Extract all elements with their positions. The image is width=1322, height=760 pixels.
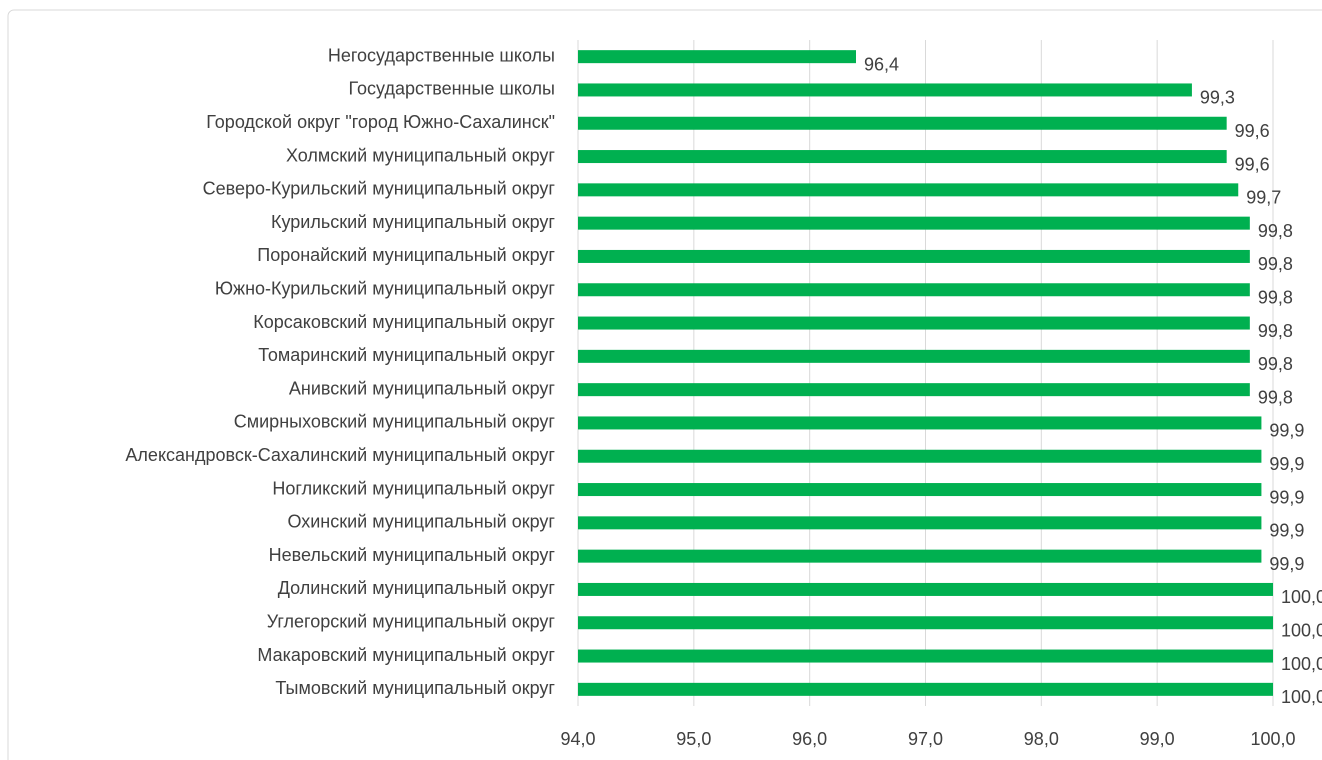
- value-label: 99,9: [1269, 454, 1304, 474]
- value-label: 100,0: [1281, 587, 1322, 607]
- bar: [578, 516, 1262, 530]
- value-label: 99,8: [1258, 254, 1293, 274]
- y-tick-label: Томаринский муниципальный округ: [258, 345, 555, 365]
- bar: [578, 649, 1273, 663]
- bar: [578, 449, 1262, 463]
- y-tick-label: Макаровский муниципальный округ: [257, 645, 555, 665]
- chart-frame: [7, 9, 1322, 760]
- value-label: 99,8: [1258, 387, 1293, 407]
- value-label: 99,8: [1258, 321, 1293, 341]
- bar: [578, 549, 1262, 563]
- value-label: 100,0: [1281, 654, 1322, 674]
- y-tick-label: Курильский муниципальный округ: [271, 212, 555, 232]
- value-label: 99,6: [1235, 121, 1270, 141]
- y-tick-label: Холмский муниципальный округ: [286, 145, 555, 165]
- y-tick-label: Охинский муниципальный округ: [287, 512, 555, 532]
- bar: [578, 682, 1273, 696]
- value-label: 96,4: [864, 54, 899, 74]
- y-tick-label: Ногликский муниципальный округ: [272, 478, 555, 498]
- bar: [578, 183, 1239, 197]
- y-tick-label: Александровск-Сахалинский муниципальный …: [125, 445, 555, 465]
- x-tick-label: 96,0: [792, 729, 827, 749]
- value-label: 100,0: [1281, 687, 1322, 707]
- value-label: 99,9: [1269, 487, 1304, 507]
- bar: [578, 316, 1250, 330]
- y-tick-label: Смирныховский муниципальный округ: [234, 412, 556, 432]
- bar: [578, 50, 856, 64]
- y-tick-label: Государственные школы: [349, 79, 556, 99]
- bar: [578, 116, 1227, 130]
- y-tick-label: Тымовский муниципальный округ: [275, 678, 555, 698]
- y-tick-label: Северо-Курильский муниципальный округ: [203, 179, 556, 199]
- bar: [578, 249, 1250, 263]
- y-tick-label: Невельский муниципальный округ: [269, 545, 556, 565]
- value-label: 99,3: [1200, 88, 1235, 108]
- x-tick-label: 99,0: [1140, 729, 1175, 749]
- y-tick-label: Долинский муниципальный округ: [278, 578, 556, 598]
- x-tick-label: 97,0: [908, 729, 943, 749]
- y-tick-label: Корсаковский муниципальный округ: [253, 312, 555, 332]
- x-tick-label: 98,0: [1024, 729, 1059, 749]
- value-label: 99,8: [1258, 354, 1293, 374]
- value-label: 99,9: [1269, 521, 1304, 541]
- x-tick-label: 95,0: [676, 729, 711, 749]
- value-label: 99,9: [1269, 554, 1304, 574]
- y-tick-label: Анивский муниципальный округ: [289, 378, 556, 398]
- bar: [578, 283, 1250, 297]
- bar: [578, 83, 1192, 97]
- bar: [578, 616, 1273, 630]
- bar: [578, 383, 1250, 397]
- bar: [578, 216, 1250, 230]
- bar: [578, 150, 1227, 164]
- y-tick-label: Поронайский муниципальный округ: [257, 245, 555, 265]
- value-label: 99,6: [1235, 154, 1270, 174]
- x-tick-label: 94,0: [560, 729, 595, 749]
- bar: [578, 349, 1250, 363]
- bar: [578, 483, 1262, 497]
- bar: [578, 416, 1262, 430]
- value-label: 99,8: [1258, 288, 1293, 308]
- value-label: 99,7: [1246, 188, 1281, 208]
- value-label: 99,8: [1258, 221, 1293, 241]
- y-tick-label: Негосударственные школы: [328, 45, 555, 65]
- y-tick-label: Южно-Курильский муниципальный округ: [215, 279, 556, 299]
- value-label: 99,9: [1269, 421, 1304, 441]
- value-label: 100,0: [1281, 621, 1322, 641]
- y-tick-label: Углегорский муниципальный округ: [267, 612, 556, 632]
- x-tick-label: 100,0: [1250, 729, 1295, 749]
- bar: [578, 582, 1273, 596]
- y-tick-label: Городской округ "город Южно-Сахалинск": [206, 112, 555, 132]
